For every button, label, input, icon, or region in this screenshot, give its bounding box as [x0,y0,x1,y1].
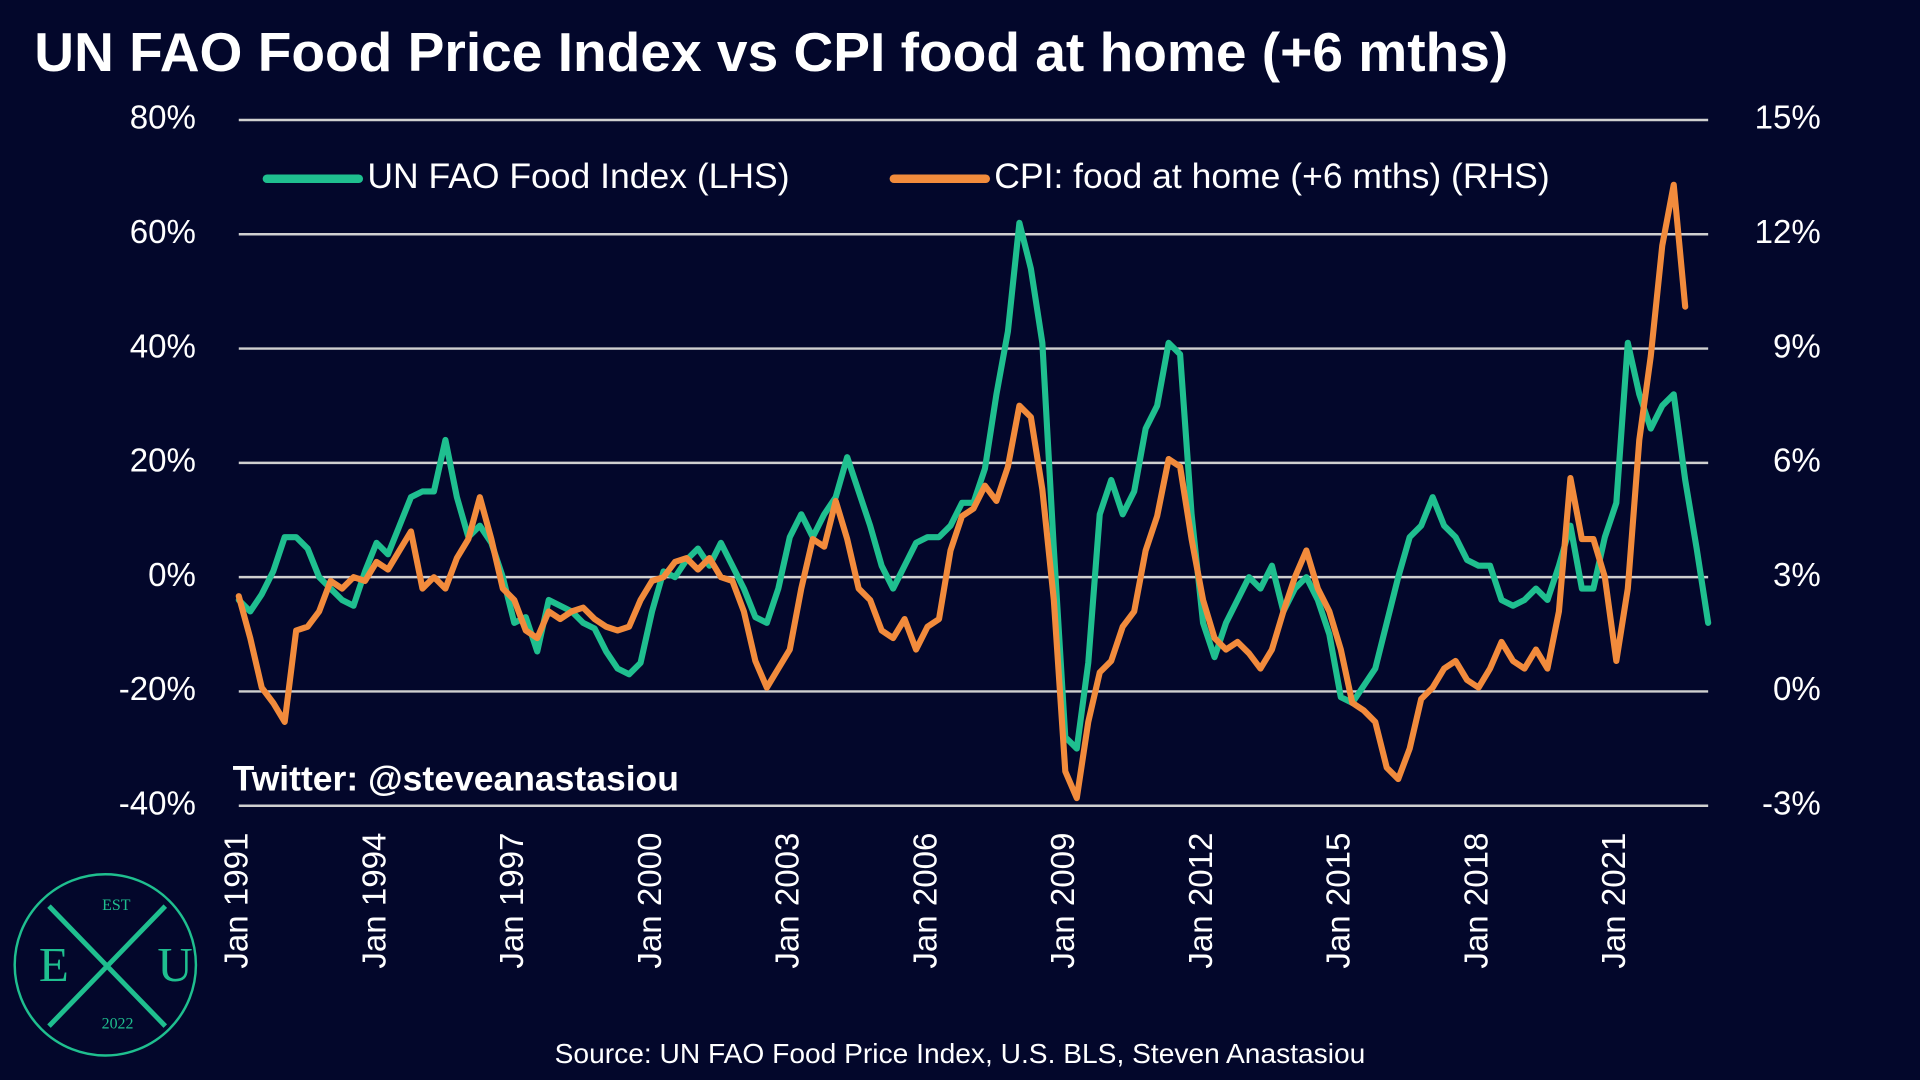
y2-tick-label: 15% [1755,100,1821,137]
series-line [235,181,1689,802]
x-tick-label: Jan 2012 [1183,833,1220,969]
x-tick-label: Jan 2000 [632,833,669,969]
y-tick-label: -20% [119,671,196,708]
y2-tick-label: -3% [1762,785,1821,822]
logo-text: EST [102,897,131,914]
y2-tick-label: 6% [1773,443,1821,480]
source: Source: UN FAO Food Price Index, U.S. BL… [555,1038,1366,1069]
legend-label: CPI: food at home (+6 mths) (RHS) [994,156,1549,196]
y-tick-label: 60% [130,214,196,251]
x-tick-label: Jan 2021 [1596,833,1633,969]
y-tick-label: 40% [130,328,196,365]
y-tick-label: 20% [130,443,196,480]
legend-label: UN FAO Food Index (LHS) [367,156,789,196]
logo-text: 2022 [102,1016,134,1033]
y-tick-label: 80% [130,100,196,137]
chart-title: UN FAO Food Price Index vs CPI food at h… [34,21,1508,83]
x-tick-label: Jan 2018 [1458,833,1495,969]
logo-cross [47,904,168,1028]
y2-tick-label: 3% [1773,557,1821,594]
annotation: Twitter: @steveanastasiou [233,759,679,799]
y-tick-label: 0% [148,557,196,594]
y2-tick-label: 9% [1773,328,1821,365]
y2-tick-label: 12% [1755,214,1821,251]
x-tick-label: Jan 1994 [356,833,393,969]
logo-ring [13,873,198,1057]
x-tick-label: Jan 2003 [770,833,807,969]
logo-text: U [157,937,192,992]
x-tick-label: Jan 2009 [1045,833,1082,969]
x-tick-label: Jan 2006 [907,833,944,969]
x-tick-label: Jan 2015 [1321,833,1358,969]
x-tick-label: Jan 1991 [219,833,256,969]
y-tick-label: -40% [119,785,196,822]
x-tick-label: Jan 1997 [494,833,531,969]
logo-text: E [39,937,69,992]
logo: EST E U 2022 [13,873,198,1057]
y2-tick-label: 0% [1773,671,1821,708]
